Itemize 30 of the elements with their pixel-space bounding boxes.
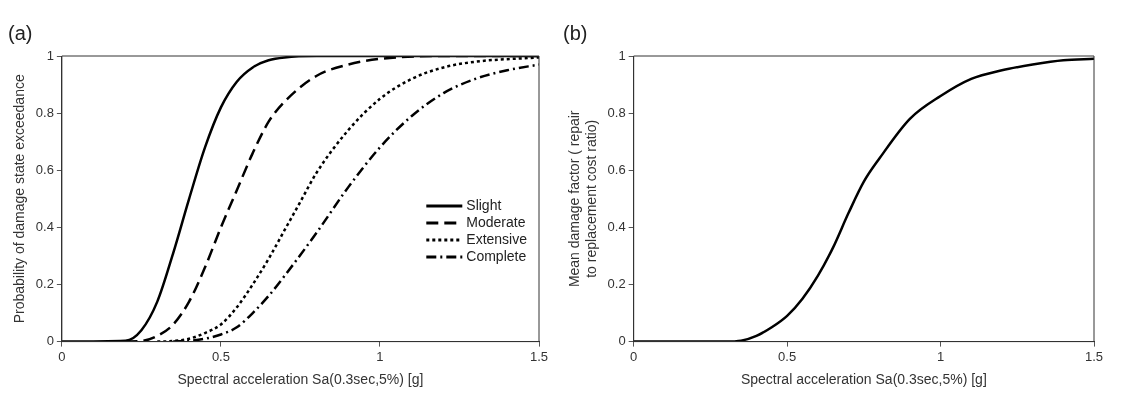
legend-label: Extensive — [466, 230, 528, 247]
legend-label: Complete — [466, 247, 527, 264]
y-tick-label: 0.4 — [35, 218, 54, 234]
y-tick-label: 0.2 — [35, 276, 54, 292]
y-tick-label: 0.6 — [35, 161, 54, 177]
y-tick-label: 0 — [618, 333, 626, 349]
x-tick-label: 1 — [376, 348, 384, 364]
legend-label: Slight — [466, 196, 502, 213]
y-tick-label: 0.4 — [607, 218, 626, 234]
x-tick-label: 0.5 — [778, 348, 797, 364]
y-tick-label: 0.6 — [607, 161, 626, 177]
x-tick-label: 0 — [630, 348, 638, 364]
x-axis-title: Spectral acceleration Sa(0.3sec,5%) [g] — [740, 371, 987, 388]
y-axis-title: Probability of damage state exceedance — [11, 74, 28, 324]
y-tick-label: 0.8 — [607, 104, 626, 120]
y-tick-label: 0 — [46, 333, 54, 349]
x-tick-label: 0.5 — [211, 348, 230, 364]
x-tick-label: 1 — [936, 348, 945, 364]
x-tick-label: 0 — [58, 348, 66, 364]
x-tick-label: 1.5 — [529, 348, 549, 364]
y-tick-label: 0.2 — [607, 276, 626, 292]
x-axis-title: Spectral acceleration Sa(0.3sec,5%) [g] — [177, 371, 424, 388]
y-axis-title: Mean damage factor ( repair to replacement cost ratio) — [566, 110, 600, 288]
x-tick-label: 1.5 — [1084, 348, 1104, 364]
legend-label: Moderate — [466, 213, 526, 230]
chart-title: (a) — [8, 21, 33, 44]
chart-title: (b) — [563, 21, 588, 44]
y-tick-label: 1 — [46, 47, 54, 63]
y-tick-label: 1 — [618, 47, 626, 63]
y-tick-label: 0.8 — [35, 104, 54, 120]
